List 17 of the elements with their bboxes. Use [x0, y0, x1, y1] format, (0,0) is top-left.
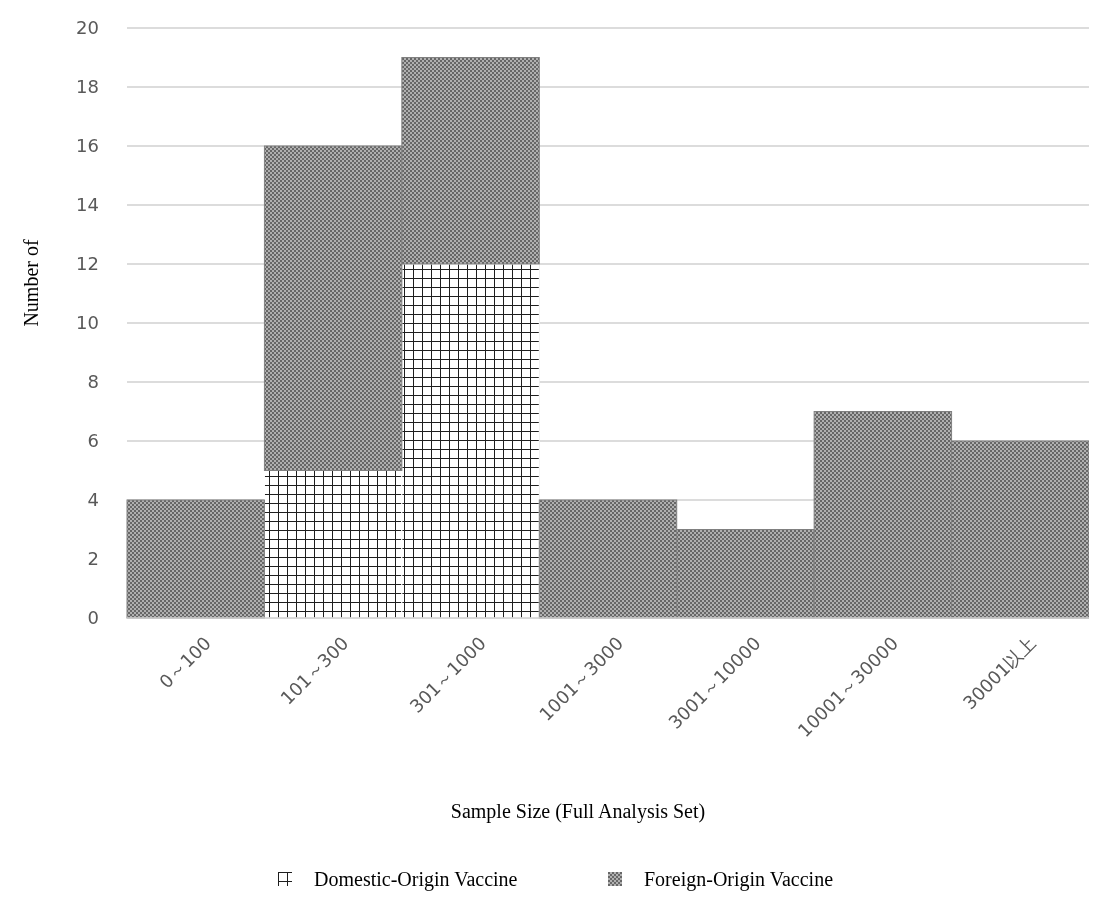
x-axis-title: Sample Size (Full Analysis Set) [450, 800, 706, 823]
y-tick-label: 18 [76, 76, 99, 98]
bar [126, 499, 265, 619]
y-tick-label: 14 [76, 194, 99, 216]
y-tick-label: 8 [87, 371, 99, 393]
y-tick-label: 16 [76, 135, 99, 157]
y-axis-title: Number of [20, 239, 42, 327]
y-tick-label: 6 [87, 430, 99, 452]
y-tick-label: 4 [87, 489, 99, 511]
y-tick-label: 2 [87, 548, 99, 570]
x-tick-label: 0～100 [155, 632, 215, 693]
y-tick-label: 12 [76, 253, 99, 275]
y-tick-label: 20 [76, 17, 99, 39]
y-tick-label: 10 [76, 312, 99, 334]
legend-label: Foreign-Origin Vaccine [644, 868, 834, 891]
legend-label: Domestic-Origin Vaccine [314, 868, 518, 891]
y-tick-label: 0 [87, 607, 99, 629]
